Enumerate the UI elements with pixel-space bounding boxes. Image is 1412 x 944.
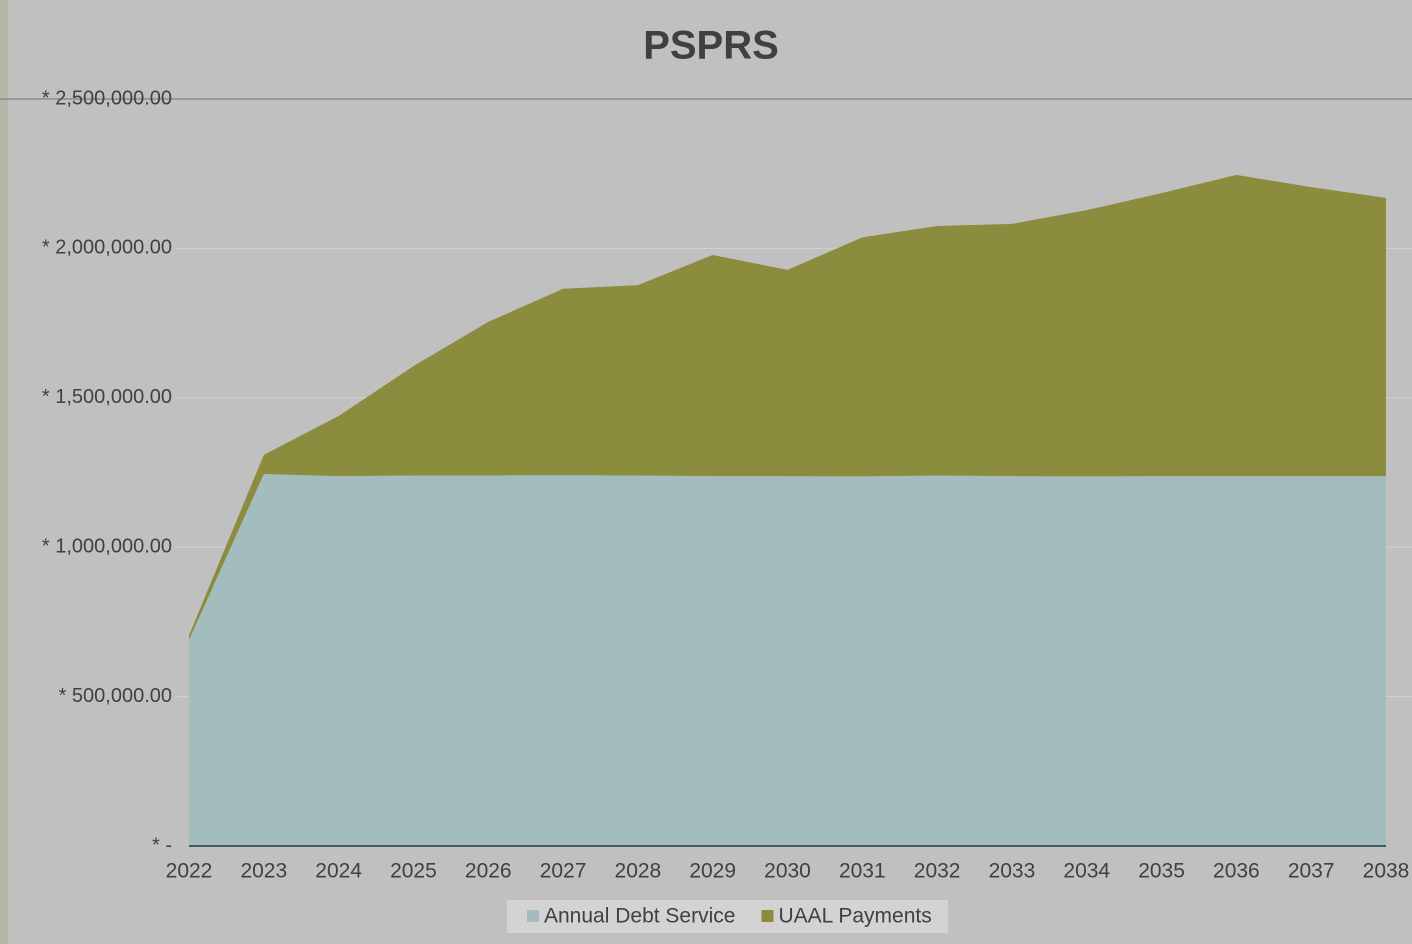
y-tick-label: * 2,500,000.00 [42, 87, 172, 109]
x-tick-label: 2035 [1138, 860, 1185, 883]
y-tick-label: * - [152, 834, 172, 856]
legend-box [507, 900, 948, 933]
x-tick-label: 2027 [540, 860, 587, 883]
x-tick-label: 2032 [914, 860, 961, 883]
x-tick-label: 2022 [166, 860, 213, 883]
x-tick-label: 2031 [839, 860, 886, 883]
x-tick-label: 2033 [989, 860, 1036, 883]
area [189, 174, 1386, 640]
area [189, 473, 1386, 846]
y-tick-label: * 2,000,000.00 [42, 237, 172, 259]
y-tick-label: * 500,000.00 [59, 685, 172, 707]
x-tick-label: 2030 [764, 860, 811, 883]
legend-label: UAAL Payments [778, 905, 931, 928]
x-tick-label: 2036 [1213, 860, 1260, 883]
x-tick-label: 2038 [1363, 860, 1410, 883]
x-tick-label: 2026 [465, 860, 512, 883]
x-tick-label: 2023 [240, 860, 287, 883]
legend-swatch [761, 910, 774, 922]
x-tick-label: 2025 [390, 860, 437, 883]
x-tick-label: 2034 [1063, 860, 1110, 883]
left-edge [0, 0, 8, 944]
x-tick-label: 2029 [689, 860, 736, 883]
chart-title: PSPRS [643, 24, 779, 68]
legend-label: Annual Debt Service [544, 905, 735, 928]
x-tick-label: 2037 [1288, 860, 1335, 883]
legend-swatch [527, 910, 539, 922]
y-tick-label: * 1,000,000.00 [42, 535, 172, 557]
x-tick-label: 2028 [615, 860, 662, 883]
x-tick-label: 2024 [315, 860, 362, 883]
y-tick-label: * 1,500,000.00 [42, 386, 172, 408]
